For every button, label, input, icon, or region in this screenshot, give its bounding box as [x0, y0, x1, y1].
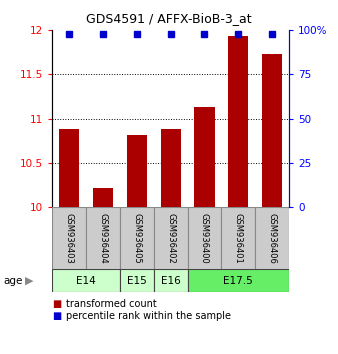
Text: E17.5: E17.5: [223, 275, 253, 286]
Text: ■: ■: [52, 311, 62, 321]
Bar: [154, 269, 188, 292]
Bar: [161, 129, 181, 207]
Text: transformed count: transformed count: [66, 299, 156, 309]
Text: ▶: ▶: [25, 275, 34, 286]
Text: GSM936401: GSM936401: [234, 213, 243, 263]
Bar: [127, 135, 147, 207]
Bar: [93, 188, 113, 207]
Bar: [228, 36, 248, 207]
Bar: [52, 207, 86, 269]
Text: GSM936403: GSM936403: [65, 213, 74, 263]
Text: GSM936404: GSM936404: [99, 213, 107, 263]
Bar: [188, 207, 221, 269]
Bar: [255, 207, 289, 269]
Text: ■: ■: [52, 299, 62, 309]
Text: GDS4591 / AFFX-BioB-3_at: GDS4591 / AFFX-BioB-3_at: [86, 12, 252, 25]
Text: percentile rank within the sample: percentile rank within the sample: [66, 311, 231, 321]
Bar: [59, 129, 79, 207]
Bar: [194, 107, 215, 207]
Bar: [52, 269, 120, 292]
Bar: [262, 54, 282, 207]
Bar: [120, 207, 154, 269]
Text: GSM936405: GSM936405: [132, 213, 141, 263]
Text: age: age: [3, 275, 23, 286]
Bar: [188, 269, 289, 292]
Bar: [86, 207, 120, 269]
Text: GSM936400: GSM936400: [200, 213, 209, 263]
Text: E15: E15: [127, 275, 147, 286]
Text: E16: E16: [161, 275, 180, 286]
Text: E14: E14: [76, 275, 96, 286]
Bar: [154, 207, 188, 269]
Text: GSM936406: GSM936406: [268, 213, 276, 263]
Text: GSM936402: GSM936402: [166, 213, 175, 263]
Bar: [221, 207, 255, 269]
Bar: [120, 269, 154, 292]
